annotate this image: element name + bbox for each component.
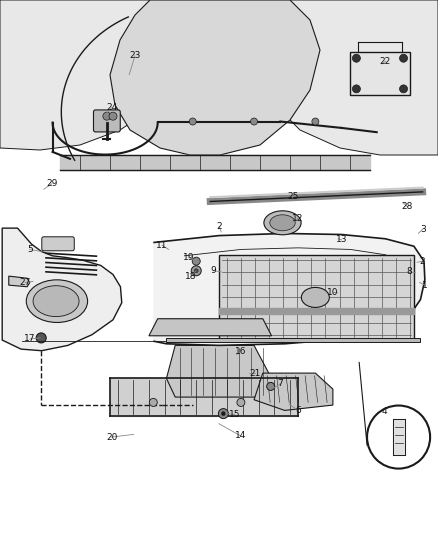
Circle shape [221,411,226,416]
Polygon shape [166,345,272,397]
Polygon shape [9,276,30,287]
Text: 27: 27 [20,278,31,287]
Circle shape [251,118,258,125]
Polygon shape [149,319,272,336]
Text: 12: 12 [292,214,304,223]
Text: 9: 9 [211,266,217,275]
Circle shape [399,85,407,93]
Text: 7: 7 [277,379,283,388]
Polygon shape [2,228,122,351]
Circle shape [353,85,360,93]
Polygon shape [240,0,438,155]
Circle shape [267,382,275,391]
Ellipse shape [264,211,301,235]
Text: 16: 16 [235,348,247,356]
Circle shape [103,112,111,120]
Text: 24: 24 [106,103,117,112]
Text: 2: 2 [216,222,222,231]
Text: 10: 10 [327,288,339,296]
Text: 23: 23 [129,52,141,60]
Text: 14: 14 [235,432,247,440]
Polygon shape [219,255,414,340]
Polygon shape [350,52,410,95]
FancyBboxPatch shape [42,237,74,251]
Text: 8: 8 [406,268,413,276]
Circle shape [192,257,200,265]
Text: 29: 29 [46,180,57,188]
Text: 21: 21 [249,369,261,377]
Text: 22: 22 [380,57,391,66]
Text: 19: 19 [183,253,194,262]
Text: 2: 2 [420,257,425,265]
Circle shape [109,112,117,120]
Circle shape [189,118,196,125]
Polygon shape [110,0,320,155]
Text: 28: 28 [402,203,413,211]
Polygon shape [254,373,333,410]
Text: 20: 20 [106,433,117,441]
Text: 5: 5 [27,245,33,254]
Circle shape [367,406,430,469]
Circle shape [36,333,46,343]
Circle shape [194,269,198,273]
Text: 17: 17 [24,335,35,343]
Text: 4: 4 [382,407,387,416]
Circle shape [399,54,407,62]
Text: 11: 11 [156,241,168,249]
Text: 6: 6 [295,406,301,415]
Circle shape [237,398,245,407]
Text: 25: 25 [288,192,299,200]
Text: 15: 15 [229,410,240,419]
Ellipse shape [301,287,329,308]
Text: 1: 1 [422,281,428,289]
Polygon shape [166,338,420,342]
Polygon shape [0,0,200,150]
Text: 3: 3 [420,225,426,233]
Text: 13: 13 [336,236,347,244]
Circle shape [353,54,360,62]
Text: 18: 18 [185,272,197,280]
Circle shape [219,409,228,418]
Ellipse shape [270,215,295,231]
Polygon shape [153,233,425,345]
Circle shape [149,398,157,407]
FancyBboxPatch shape [93,110,120,132]
Circle shape [312,118,319,125]
Ellipse shape [26,280,88,322]
Ellipse shape [33,286,79,317]
Circle shape [191,266,201,276]
